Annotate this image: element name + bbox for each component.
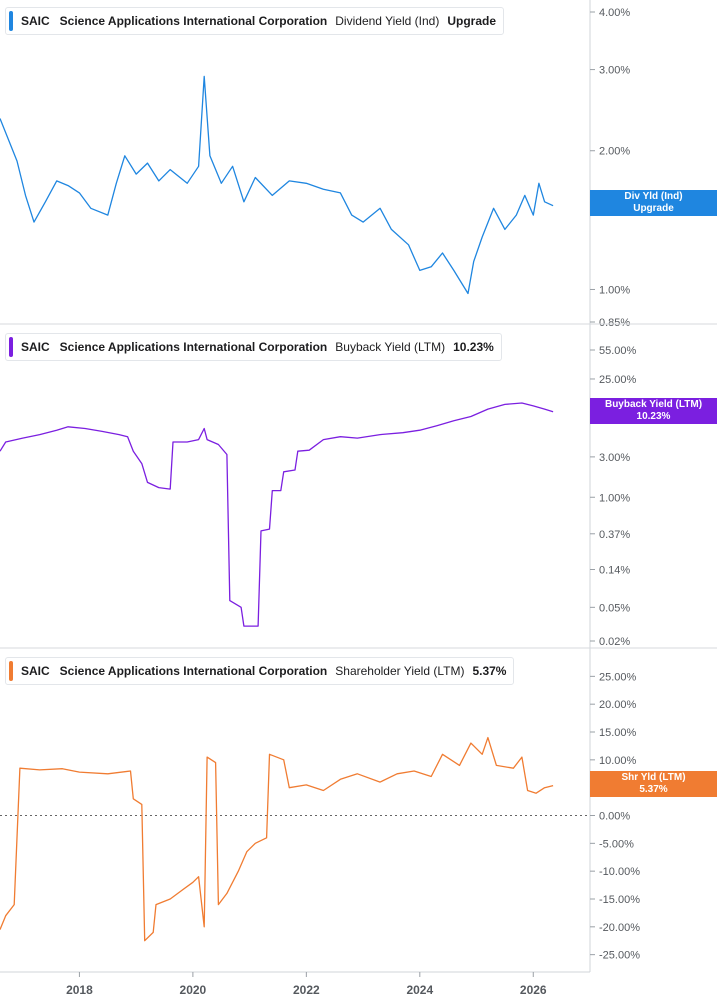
y-tick-label: -20.00% xyxy=(599,922,640,934)
legend-shareholder-yield[interactable]: SAIC Science Applications International … xyxy=(5,657,515,685)
flag-label: Div Yld (Ind) xyxy=(624,191,683,202)
y-tick-label: 15.00% xyxy=(599,727,637,739)
series-line-buyback-yield-ltm xyxy=(0,402,554,627)
y-tick-label: 3.00% xyxy=(599,65,630,77)
legend-ticker: SAIC xyxy=(21,340,50,354)
legend-dividend-yield[interactable]: SAIC Science Applications International … xyxy=(5,7,505,35)
y-tick-label: 20.00% xyxy=(599,699,637,711)
x-tick-label: 2024 xyxy=(406,983,433,997)
price-flag-dividend-yield: Div Yld (Ind) Upgrade xyxy=(590,190,717,216)
y-tick-label: -25.00% xyxy=(599,950,640,962)
x-tick-label: 2018 xyxy=(66,983,93,997)
legend-metric: Buyback Yield (LTM) xyxy=(335,340,446,354)
legend-value: 5.37% xyxy=(472,664,507,678)
y-tick-label: 4.00% xyxy=(599,7,630,19)
legend-value[interactable]: Upgrade xyxy=(447,14,497,28)
price-flag-shareholder-yield: Shr Yld (LTM) 5.37% xyxy=(590,771,717,797)
y-tick-label: -10.00% xyxy=(599,866,640,878)
y-tick-label: 1.00% xyxy=(599,284,630,296)
flag-label: Shr Yld (LTM) xyxy=(621,772,686,783)
y-tick-label: 0.02% xyxy=(599,636,630,648)
x-tick-label: 2022 xyxy=(293,983,320,997)
y-tick-label: 2.00% xyxy=(599,146,630,158)
y-tick-label: 3.00% xyxy=(599,452,630,464)
legend-buyback-yield[interactable]: SAIC Science Applications International … xyxy=(5,333,502,361)
y-tick-label: 10.00% xyxy=(599,755,637,767)
legend-company: Science Applications International Corpo… xyxy=(59,664,328,678)
y-tick-label: 0.85% xyxy=(599,317,630,329)
y-tick-label: 0.14% xyxy=(599,564,630,576)
y-tick-label: 0.05% xyxy=(599,602,630,614)
y-tick-label: 25.00% xyxy=(599,374,637,386)
flag-label: Buyback Yield (LTM) xyxy=(604,399,703,410)
flag-value: 10.23% xyxy=(636,411,671,422)
y-tick-label: 55.00% xyxy=(599,345,637,357)
series-line-dividend-yield-ind xyxy=(0,75,554,295)
series-color-swatch xyxy=(9,11,13,31)
legend-company: Science Applications International Corpo… xyxy=(59,340,328,354)
price-flag-buyback-yield: Buyback Yield (LTM) 10.23% xyxy=(590,398,717,424)
y-tick-label: -5.00% xyxy=(599,838,634,850)
flag-value[interactable]: Upgrade xyxy=(633,203,674,214)
legend-metric: Shareholder Yield (LTM) xyxy=(335,664,465,678)
y-tick-label: -15.00% xyxy=(599,894,640,906)
legend-company: Science Applications International Corpo… xyxy=(59,14,328,28)
legend-metric: Dividend Yield (Ind) xyxy=(335,14,440,28)
x-tick-label: 2026 xyxy=(520,983,547,997)
y-tick-label: 0.37% xyxy=(599,529,630,541)
series-line-shareholder-yield-ltm xyxy=(0,736,554,942)
y-tick-label: 1.00% xyxy=(599,492,630,504)
legend-ticker: SAIC xyxy=(21,664,50,678)
series-color-swatch xyxy=(9,337,13,357)
series-color-swatch xyxy=(9,661,13,681)
x-tick-label: 2020 xyxy=(180,983,207,997)
y-tick-label: 0.00% xyxy=(599,811,630,823)
flag-value: 5.37% xyxy=(639,784,668,795)
legend-value: 10.23% xyxy=(453,340,494,354)
legend-ticker: SAIC xyxy=(21,14,50,28)
y-tick-label: 25.00% xyxy=(599,671,637,683)
